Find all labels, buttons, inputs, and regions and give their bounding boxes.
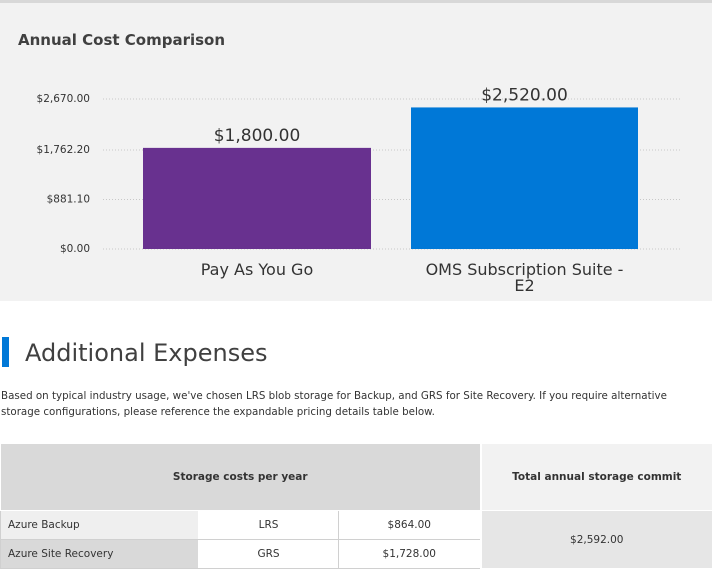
storage-cost-table: Storage costs per year Total annual stor… xyxy=(0,443,713,569)
y-tick-label: $2,670.00 xyxy=(37,93,90,105)
bar-value-label: $1,800.00 xyxy=(214,126,301,146)
total-commit-header: Total annual storage commit xyxy=(479,443,713,511)
total-storage-commit: $2,592.00 xyxy=(479,510,713,569)
bar xyxy=(411,107,638,249)
cost-comparison-chart: $0.00 $881.10 $1,762.20 $2,670.00 $1,800.00 $… xyxy=(37,85,680,295)
redundancy-type: GRS xyxy=(198,539,339,569)
service-name: Azure Site Recovery xyxy=(0,539,199,569)
annual-cost: $864.00 xyxy=(338,510,481,540)
y-tick-label: $0.00 xyxy=(60,243,90,255)
chart-panel: Annual Cost Comparison $0.00 $881.10 $1,76… xyxy=(0,0,712,301)
section-title: Additional Expenses xyxy=(25,339,268,367)
chart-title: Annual Cost Comparison xyxy=(18,31,226,49)
bar-value-label: $2,520.00 xyxy=(481,85,568,105)
annual-cost: $1,728.00 xyxy=(338,539,481,569)
section-description: Based on typical industry usage, we've c… xyxy=(1,390,667,418)
y-tick-label: $881.10 xyxy=(47,194,90,206)
redundancy-type: LRS xyxy=(198,510,339,540)
y-tick-label: $1,762.20 xyxy=(37,144,90,156)
service-name: Azure Backup xyxy=(0,510,199,540)
storage-costs-header: Storage costs per year xyxy=(0,443,481,511)
x-tick-label: Pay As You Go xyxy=(201,260,314,279)
section-accent-bar xyxy=(2,337,9,367)
table-row: Azure Backup LRS $864.00 $2,592.00 xyxy=(0,510,713,569)
table-row: Azure Site Recovery GRS $1,728.00 xyxy=(0,539,713,569)
x-tick-label: OMS Subscription Suite -E2 xyxy=(426,260,624,295)
bar xyxy=(143,147,371,249)
